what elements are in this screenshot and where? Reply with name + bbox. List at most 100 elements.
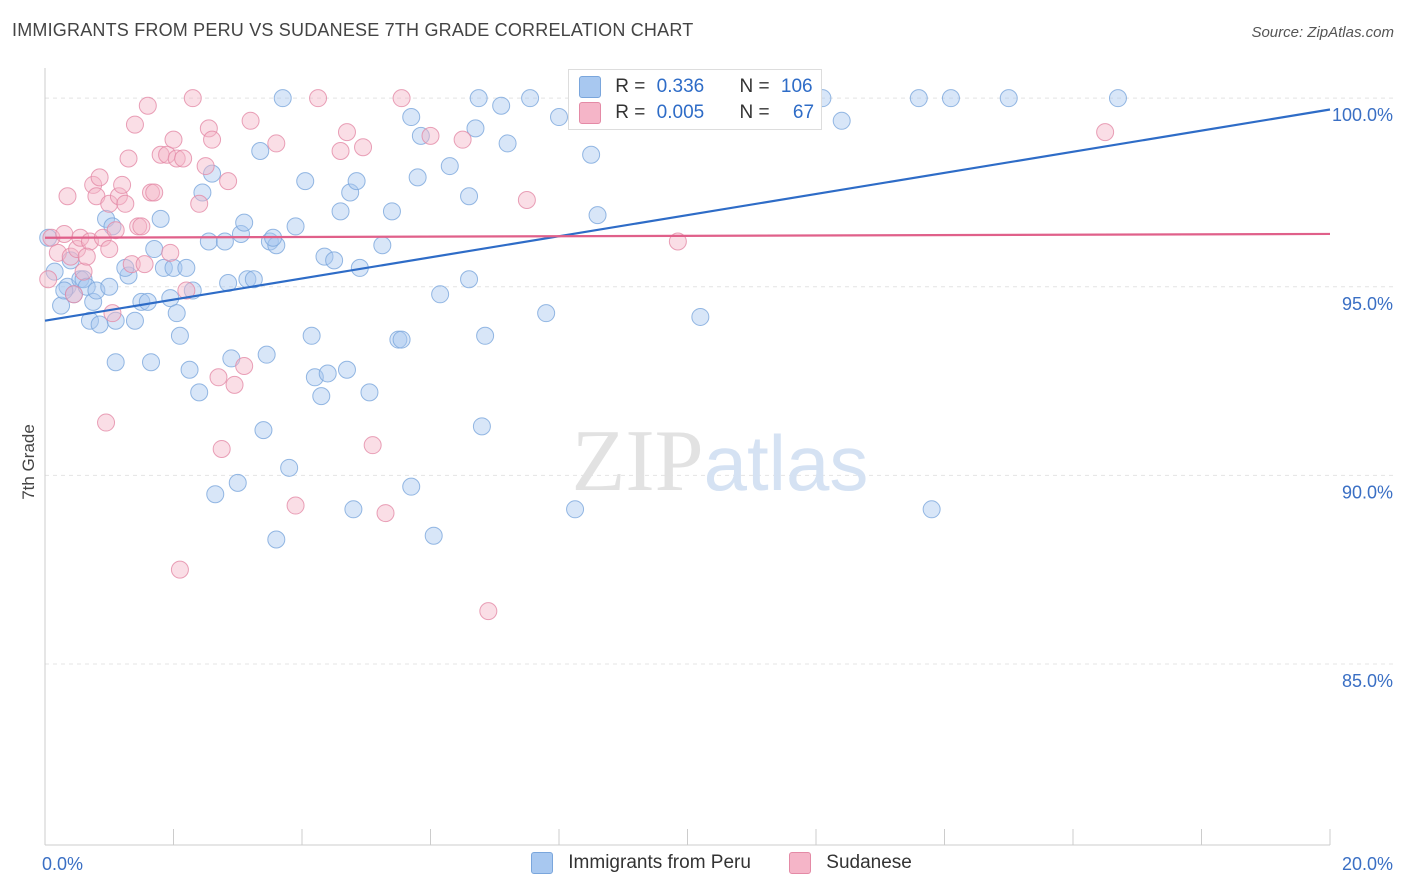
- y-tick-label: 95.0%: [1342, 294, 1393, 314]
- data-point: [142, 353, 161, 372]
- data-point: [392, 330, 411, 349]
- data-point: [273, 89, 292, 108]
- data-point: [97, 413, 116, 432]
- data-point: [392, 89, 411, 108]
- x-tick-label: 20.0%: [1342, 854, 1393, 874]
- data-point: [280, 458, 299, 477]
- data-point: [225, 375, 244, 394]
- data-point: [109, 187, 128, 206]
- data-point: [203, 164, 222, 183]
- legend-n-value: 106: [780, 76, 813, 97]
- data-point: [318, 364, 337, 383]
- data-point: [402, 477, 421, 496]
- legend-row-peru: R = 0.336 N = 106: [579, 76, 813, 98]
- data-point: [469, 89, 488, 108]
- data-point: [145, 183, 164, 202]
- data-point: [421, 126, 440, 145]
- data-point: [170, 326, 189, 345]
- data-points: [39, 89, 1127, 621]
- data-point: [460, 187, 479, 206]
- data-point: [77, 247, 96, 266]
- grid-lines: [45, 97, 1395, 665]
- data-point: [52, 296, 71, 315]
- series-swatch-sudanese: [789, 852, 811, 874]
- data-point: [331, 141, 350, 160]
- data-point: [472, 417, 491, 436]
- data-point: [241, 111, 260, 130]
- data-point: [174, 149, 193, 168]
- series-sudanese-points: [39, 89, 1115, 621]
- data-point: [588, 206, 607, 225]
- data-point: [922, 500, 941, 519]
- data-point: [286, 496, 305, 515]
- data-point: [164, 258, 183, 277]
- series-label-sudanese: Sudanese: [826, 852, 912, 873]
- data-point: [183, 89, 202, 108]
- data-point: [254, 421, 273, 440]
- y-axis-label: 7th Grade: [19, 424, 38, 500]
- data-point: [196, 157, 215, 176]
- data-point: [376, 504, 395, 523]
- data-point: [45, 262, 64, 281]
- data-point: [341, 183, 360, 202]
- data-point: [337, 123, 356, 142]
- data-point: [132, 217, 151, 236]
- data-point: [267, 134, 286, 153]
- data-point: [167, 304, 186, 323]
- data-point: [212, 439, 231, 458]
- stats-legend: R = 0.336 N = 106 R = 0.005 N = 67: [568, 69, 822, 130]
- series-legend-peru: Immigrants from Peru: [531, 852, 751, 874]
- data-point: [119, 149, 138, 168]
- data-point: [125, 311, 144, 330]
- data-point: [431, 285, 450, 304]
- legend-r-value: 0.336: [656, 76, 705, 97]
- data-point: [363, 436, 382, 455]
- data-point: [55, 281, 74, 300]
- data-point: [325, 251, 344, 270]
- data-point: [145, 240, 164, 259]
- data-point: [440, 157, 459, 176]
- series-label-peru: Immigrants from Peru: [568, 852, 751, 873]
- tick-labels: 100.0% 95.0% 90.0% 85.0% 0.0% 20.0%: [42, 105, 1393, 874]
- data-point: [344, 500, 363, 519]
- data-point: [517, 191, 536, 210]
- data-point: [466, 119, 485, 138]
- data-point: [125, 115, 144, 134]
- data-point: [286, 217, 305, 236]
- data-point: [84, 175, 103, 194]
- data-point: [331, 202, 350, 221]
- data-point: [64, 285, 83, 304]
- data-point: [460, 270, 479, 289]
- watermark-zip: ZIP: [572, 413, 704, 510]
- legend-n-label: N =: [739, 102, 770, 123]
- data-point: [84, 292, 103, 311]
- data-point: [180, 360, 199, 379]
- x-tick-label: 0.0%: [42, 854, 83, 874]
- data-point: [151, 209, 170, 228]
- data-point: [235, 356, 254, 375]
- data-point: [999, 89, 1018, 108]
- data-point: [360, 383, 379, 402]
- data-point: [1108, 89, 1127, 108]
- data-point: [521, 89, 540, 108]
- data-point: [228, 473, 247, 492]
- data-point: [453, 130, 472, 149]
- y-tick-label: 85.0%: [1342, 671, 1393, 691]
- data-point: [498, 134, 517, 153]
- data-point: [479, 602, 498, 621]
- data-point: [103, 304, 122, 323]
- data-point: [296, 172, 315, 191]
- legend-r-label: R =: [615, 102, 646, 123]
- data-point: [61, 247, 80, 266]
- data-point: [257, 345, 276, 364]
- data-point: [566, 500, 585, 519]
- data-point: [74, 262, 93, 281]
- data-point: [909, 89, 928, 108]
- legend-row-sudanese: R = 0.005 N = 67: [579, 102, 814, 124]
- data-point: [537, 304, 556, 323]
- data-point: [476, 326, 495, 345]
- data-point: [190, 194, 209, 213]
- data-point: [411, 126, 430, 145]
- data-point: [941, 89, 960, 108]
- data-point: [164, 130, 183, 149]
